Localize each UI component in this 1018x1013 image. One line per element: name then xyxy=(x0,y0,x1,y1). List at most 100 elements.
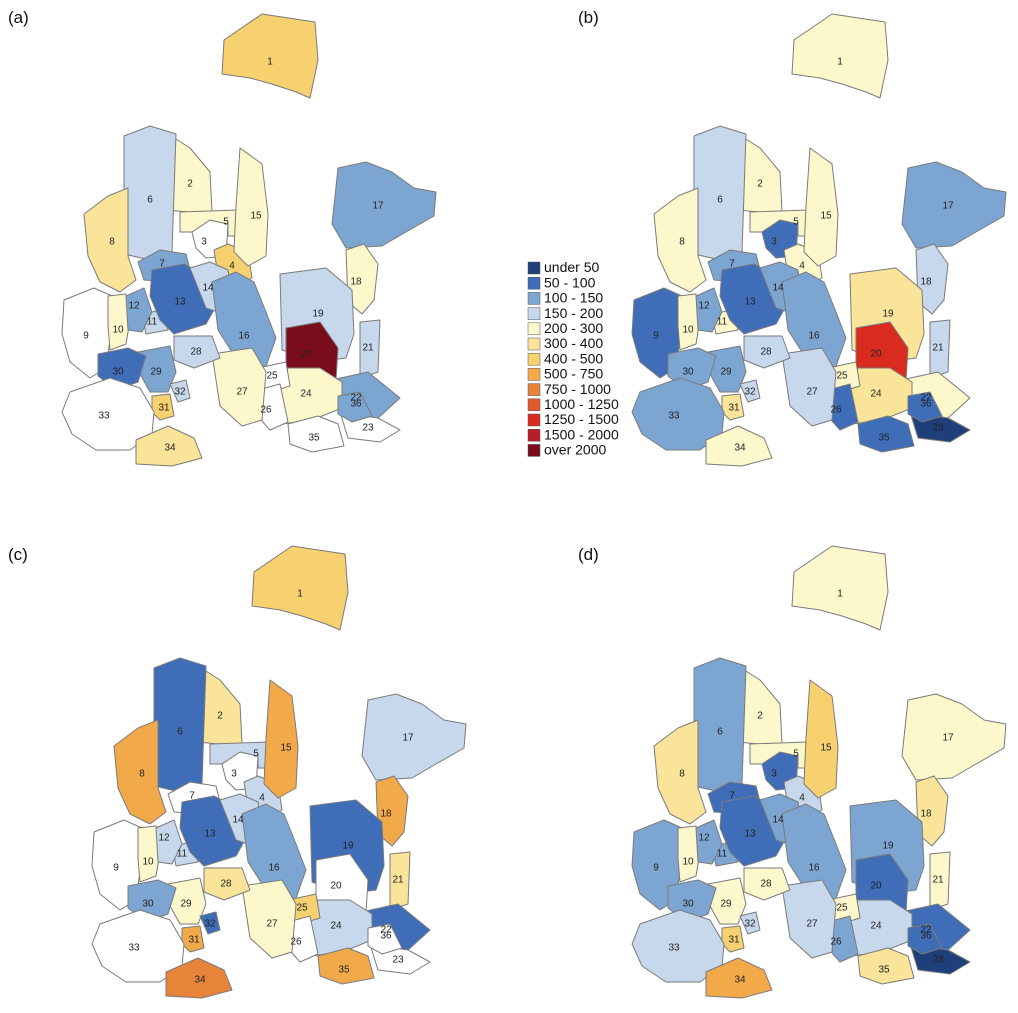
region-28-panel-b xyxy=(743,335,791,369)
region-label-7-panel-c: 7 xyxy=(189,791,195,802)
legend-label-5: 300 - 400 xyxy=(544,335,603,351)
region-15-panel-c xyxy=(263,679,299,799)
region-label-31-panel-a: 31 xyxy=(158,403,170,414)
region-8-panel-c xyxy=(113,719,167,825)
region-label-34-panel-a: 34 xyxy=(164,443,176,454)
legend-swatch-9 xyxy=(527,398,541,412)
region-6-panel-c xyxy=(153,657,207,793)
legend-swatch-7 xyxy=(527,368,541,381)
panel-label-b: (b) xyxy=(578,8,599,27)
region-label-35-panel-a: 35 xyxy=(308,433,320,444)
region-label-1-panel-c: 1 xyxy=(297,589,303,600)
region-17-panel-b xyxy=(901,161,1007,249)
region-12-panel-c xyxy=(155,819,183,865)
legend-label-10: 1250 - 1500 xyxy=(544,411,619,427)
region-17-panel-a xyxy=(331,161,437,249)
legend-label-2: 100 - 150 xyxy=(544,290,603,306)
region-label-23-panel-a: 23 xyxy=(362,423,374,434)
region-label-3-panel-c: 3 xyxy=(231,769,237,780)
region-label-6-panel-d: 6 xyxy=(717,727,723,738)
legend-label-3: 150 - 200 xyxy=(544,305,603,321)
region-label-6-panel-a: 6 xyxy=(147,195,153,206)
region-label-9-panel-d: 9 xyxy=(653,863,659,874)
region-label-15-panel-a: 15 xyxy=(250,211,262,222)
region-35-panel-a xyxy=(287,415,345,453)
region-label-27-panel-b: 27 xyxy=(806,387,818,398)
region-label-1-panel-d: 1 xyxy=(837,589,843,600)
region-label-8-panel-b: 8 xyxy=(679,237,685,248)
region-label-19-panel-b: 19 xyxy=(882,309,894,320)
region-label-9-panel-a: 9 xyxy=(83,331,89,342)
region-label-24-panel-c: 24 xyxy=(330,921,342,932)
region-label-6-panel-b: 6 xyxy=(717,195,723,206)
region-label-8-panel-a: 8 xyxy=(109,237,115,248)
region-label-18-panel-d: 18 xyxy=(920,809,932,820)
region-label-12-panel-d: 12 xyxy=(698,833,710,844)
region-21-panel-d xyxy=(929,851,951,911)
region-label-36-panel-a: 36 xyxy=(350,399,362,410)
region-label-1-panel-a: 1 xyxy=(267,57,273,68)
region-6-panel-d xyxy=(693,657,747,793)
region-label-4-panel-c: 4 xyxy=(259,793,265,804)
region-17-panel-d xyxy=(901,693,1007,781)
legend-label-4: 200 - 300 xyxy=(544,320,603,336)
region-label-3-panel-d: 3 xyxy=(771,769,777,780)
region-label-24-panel-b: 24 xyxy=(870,389,882,400)
region-label-21-panel-c: 21 xyxy=(392,875,404,886)
legend-label-12: over 2000 xyxy=(544,442,606,458)
region-label-9-panel-b: 9 xyxy=(653,331,659,342)
region-label-34-panel-d: 34 xyxy=(734,975,746,986)
region-label-34-panel-c: 34 xyxy=(194,975,206,986)
region-34-panel-d xyxy=(705,957,773,999)
region-10-panel-b xyxy=(677,293,701,351)
region-32-panel-c xyxy=(199,911,221,935)
region-label-25-panel-d: 25 xyxy=(836,903,848,914)
region-8-panel-d xyxy=(653,719,707,825)
region-21-panel-a xyxy=(359,319,381,379)
region-label-36-panel-b: 36 xyxy=(920,399,932,410)
region-10-panel-a xyxy=(107,293,131,351)
region-label-17-panel-d: 17 xyxy=(942,733,954,744)
region-6-panel-a xyxy=(123,125,177,261)
region-12-panel-d xyxy=(695,819,723,865)
region-label-21-panel-d: 21 xyxy=(932,875,944,886)
region-34-panel-b xyxy=(705,425,773,467)
legend-label-11: 1500 - 2000 xyxy=(544,426,619,442)
region-27-panel-b xyxy=(781,347,837,427)
region-label-28-panel-c: 28 xyxy=(220,879,232,890)
region-label-8-panel-d: 8 xyxy=(679,769,685,780)
region-label-26-panel-c: 26 xyxy=(290,937,302,948)
region-label-3-panel-a: 3 xyxy=(201,237,207,248)
region-label-17-panel-b: 17 xyxy=(942,201,954,212)
region-35-panel-b xyxy=(857,415,915,453)
legend-label-1: 50 - 100 xyxy=(544,274,596,290)
region-label-22-panel-a: 22 xyxy=(350,393,362,404)
region-36-panel-d xyxy=(907,923,943,955)
region-label-5-panel-b: 5 xyxy=(793,217,799,228)
region-label-15-panel-b: 15 xyxy=(820,211,832,222)
region-27-panel-c xyxy=(241,879,297,959)
region-label-7-panel-d: 7 xyxy=(729,791,735,802)
region-27-panel-a xyxy=(211,347,267,427)
region-label-26-panel-b: 26 xyxy=(830,405,842,416)
region-label-20-panel-a: 20 xyxy=(300,349,312,360)
region-15-panel-a xyxy=(233,147,269,267)
region-label-35-panel-d: 35 xyxy=(878,965,890,976)
legend-swatch-5 xyxy=(527,337,541,351)
region-label-35-panel-b: 35 xyxy=(878,433,890,444)
legend-swatch-8 xyxy=(527,383,541,396)
region-label-33-panel-b: 33 xyxy=(668,411,680,422)
region-label-30-panel-c: 30 xyxy=(142,899,154,910)
region-label-9-panel-c: 9 xyxy=(113,863,119,874)
region-label-35-panel-c: 35 xyxy=(338,965,350,976)
region-label-36-panel-d: 36 xyxy=(920,931,932,942)
region-16-panel-b xyxy=(781,271,847,373)
region-label-27-panel-c: 27 xyxy=(266,919,278,930)
region-label-25-panel-b: 25 xyxy=(836,371,848,382)
legend-swatch-0 xyxy=(527,261,541,275)
region-label-20-panel-d: 20 xyxy=(870,881,882,892)
region-28-panel-a xyxy=(173,335,221,369)
region-label-22-panel-b: 22 xyxy=(920,393,932,404)
